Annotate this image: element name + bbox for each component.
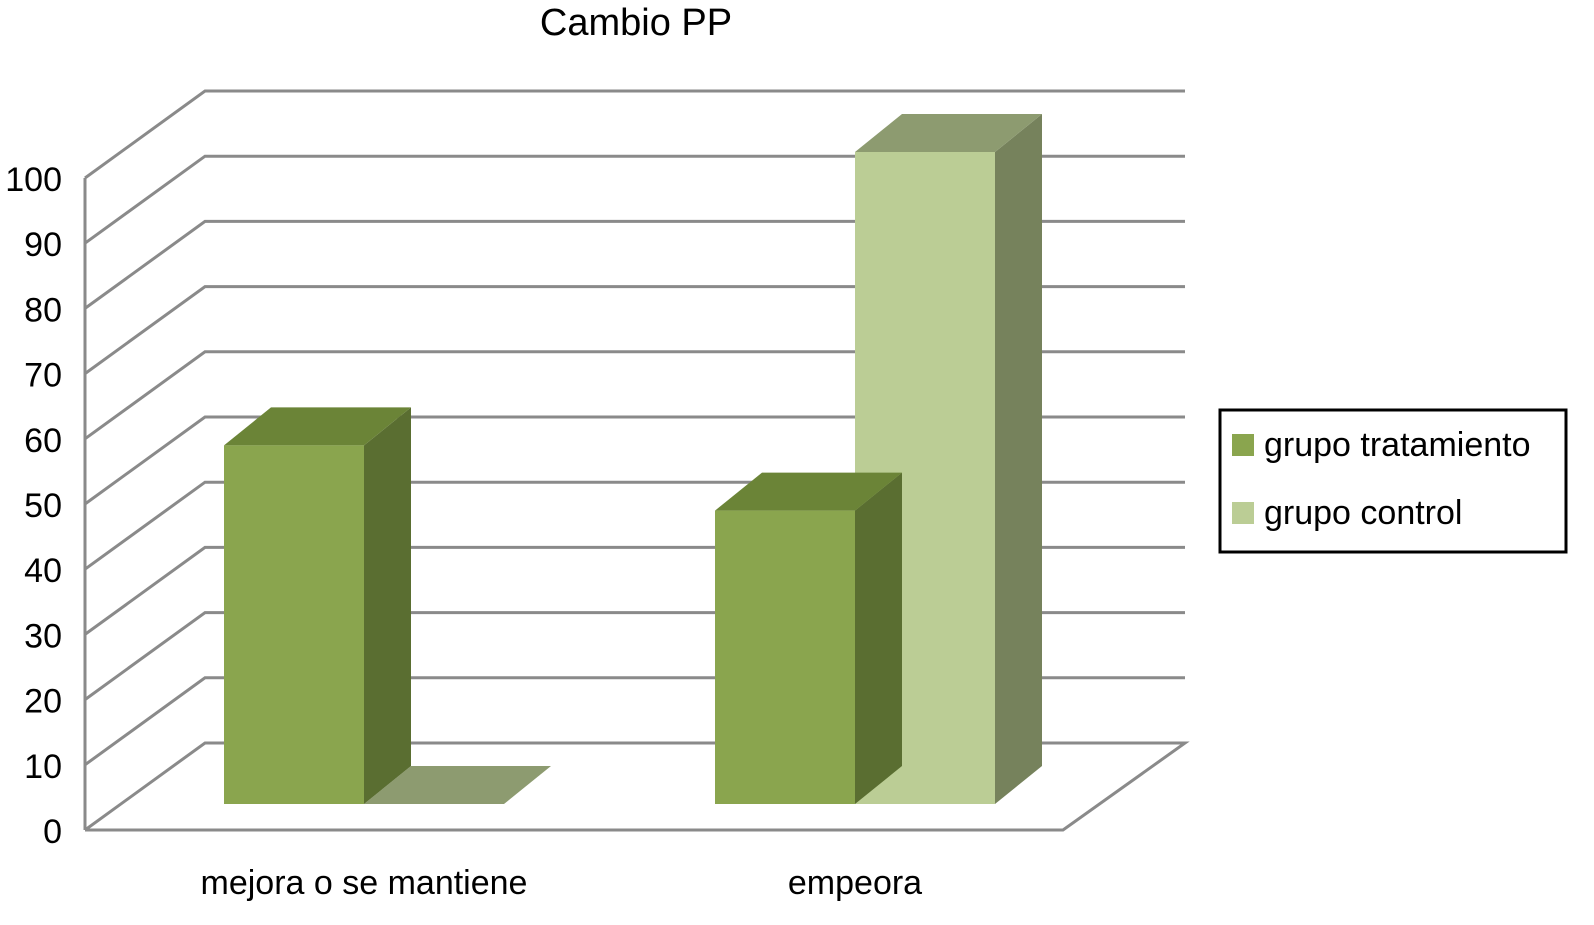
x-category-label: mejora o se mantiene bbox=[201, 864, 528, 902]
bar-grupo-tratamiento bbox=[224, 407, 411, 804]
legend-label: grupo tratamiento bbox=[1264, 426, 1531, 464]
y-tick-label: 60 bbox=[24, 422, 62, 460]
gridlines bbox=[83, 89, 1190, 832]
bar-grupo-control bbox=[364, 766, 551, 804]
bar-front bbox=[715, 510, 855, 804]
bar-top bbox=[715, 472, 902, 511]
floor bbox=[84, 741, 1190, 832]
y-tick-label: 90 bbox=[24, 226, 62, 264]
bar-top bbox=[224, 407, 411, 446]
bar-top bbox=[364, 766, 551, 804]
y-tick-label: 30 bbox=[24, 617, 62, 655]
bars bbox=[224, 114, 1042, 804]
legend-swatch bbox=[1232, 434, 1254, 456]
legend: grupo tratamiento grupo control bbox=[1218, 408, 1568, 554]
x-category-label: empeora bbox=[788, 864, 922, 902]
y-tick-label: 50 bbox=[24, 487, 62, 525]
bar-side bbox=[995, 114, 1042, 804]
gridline bbox=[84, 89, 1185, 180]
y-tick-label: 0 bbox=[43, 813, 62, 851]
y-tick-label: 70 bbox=[24, 357, 62, 395]
y-tick-label: 10 bbox=[24, 748, 62, 786]
chart-title: Cambio PP bbox=[540, 2, 732, 44]
y-tick-label: 100 bbox=[5, 161, 62, 199]
bar-front bbox=[224, 445, 364, 804]
legend-swatch bbox=[1232, 502, 1254, 524]
bar-top bbox=[855, 114, 1042, 152]
bar-grupo-tratamiento bbox=[715, 472, 902, 804]
legend-label: grupo control bbox=[1264, 494, 1462, 532]
y-tick-label: 20 bbox=[24, 683, 62, 721]
y-tick-label: 40 bbox=[24, 552, 62, 590]
bar-side bbox=[364, 407, 411, 804]
y-axis-ticks: 0 10 20 30 40 50 60 70 80 90 100 bbox=[5, 161, 62, 851]
bar-side bbox=[855, 472, 902, 804]
y-tick-label: 80 bbox=[24, 291, 62, 329]
x-axis-labels: mejora o se mantiene empeora bbox=[201, 864, 923, 902]
